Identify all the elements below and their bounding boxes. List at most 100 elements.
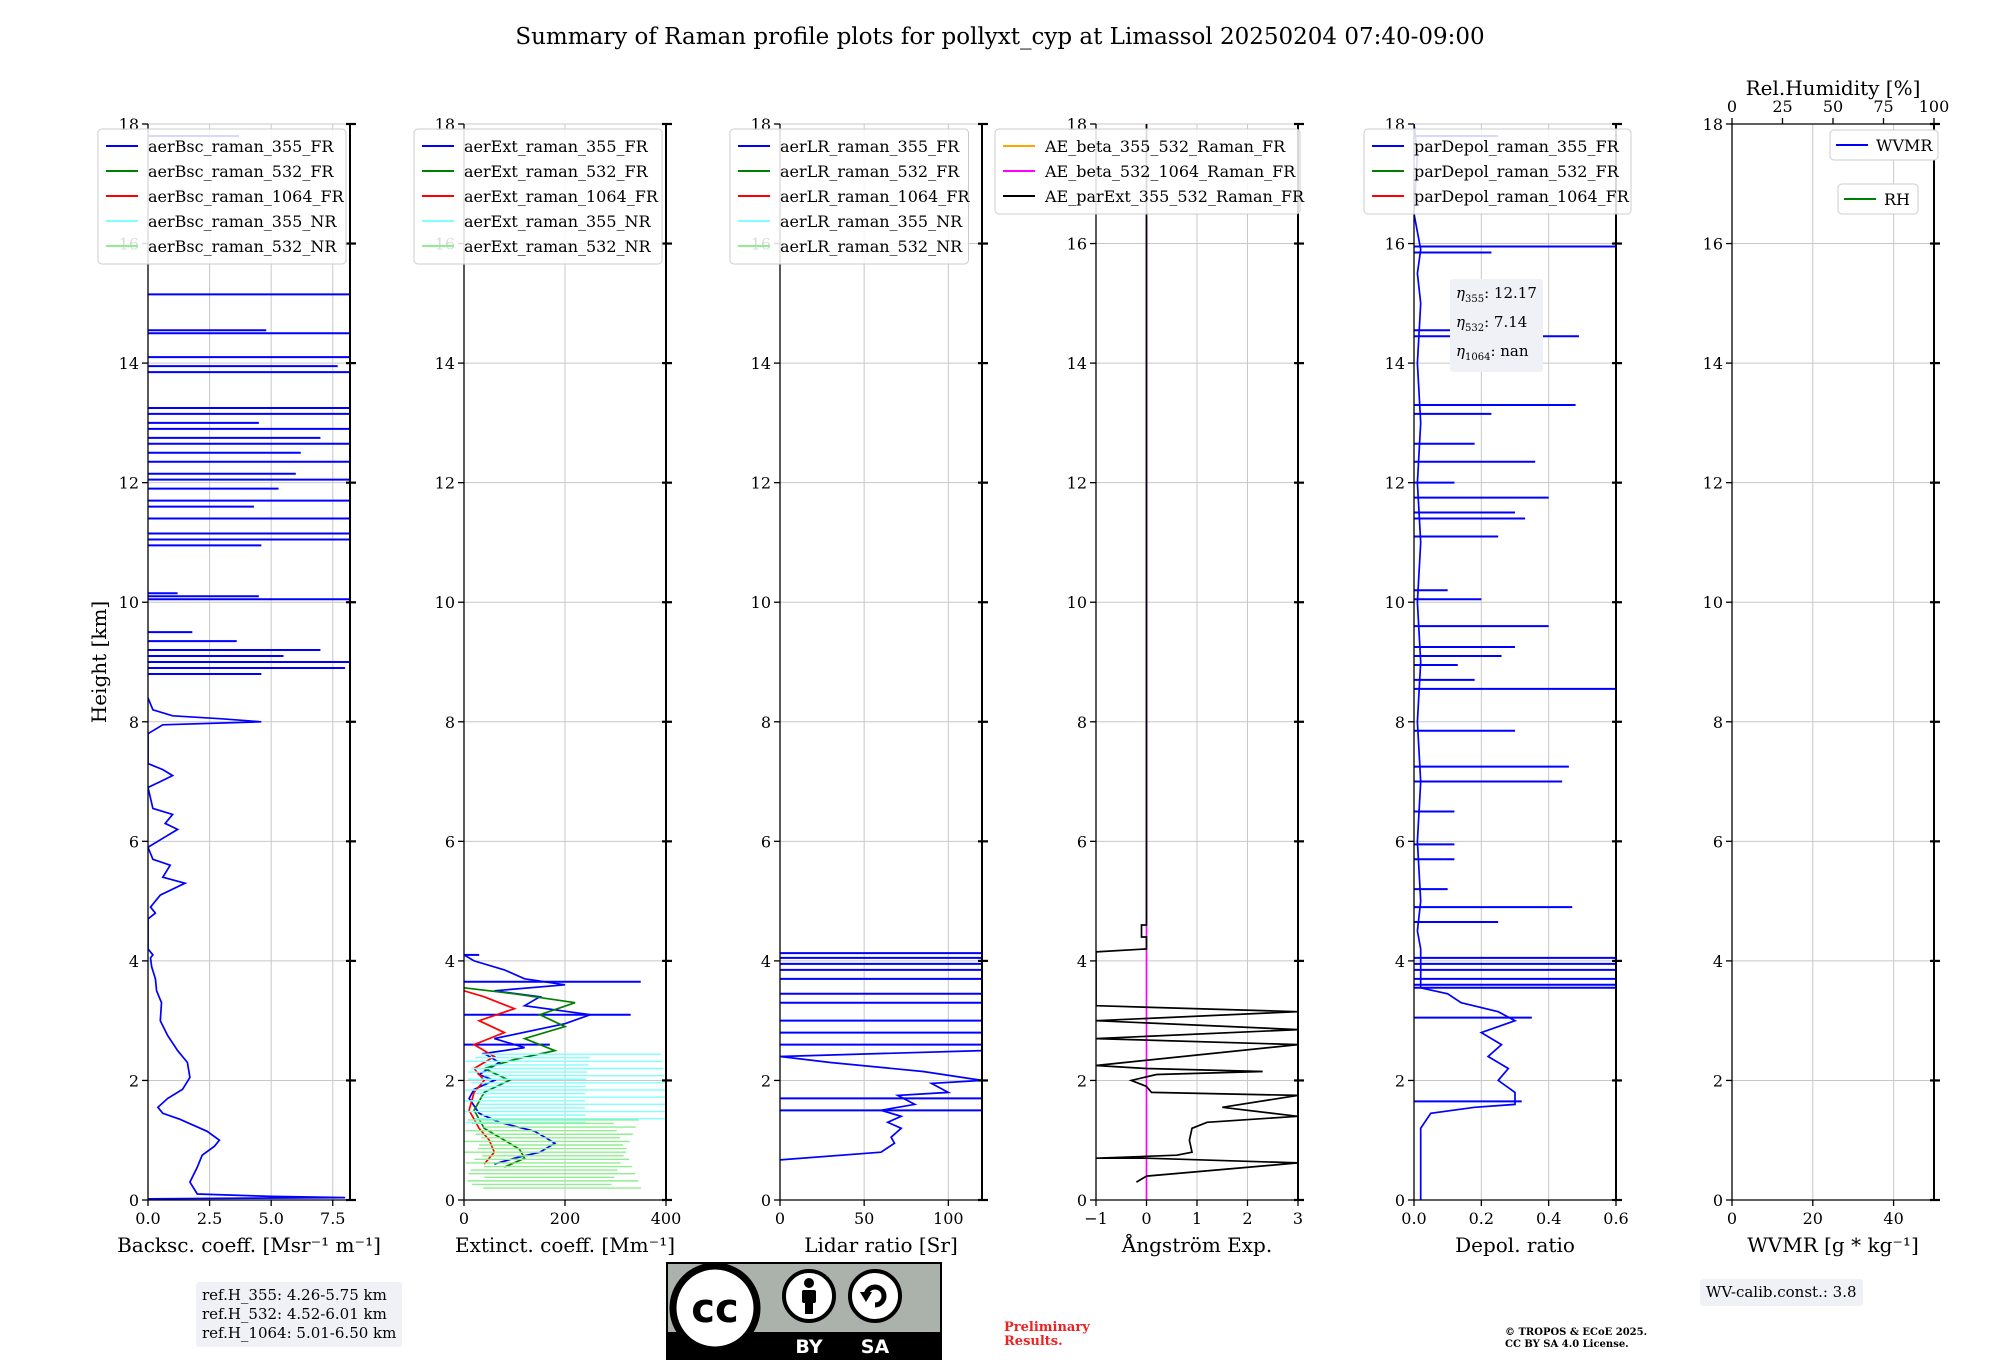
x-tick-label: 0: [775, 1209, 785, 1228]
x-tick-label: 100: [933, 1209, 964, 1228]
y-tick-label: 4: [445, 952, 455, 971]
legend-label: aerExt_raman_355_NR: [464, 212, 652, 231]
legend-label: aerBsc_raman_355_NR: [148, 212, 337, 231]
eta-line-1064: η1064: nan: [1456, 342, 1529, 363]
top-tick-label: 75: [1873, 97, 1893, 116]
x-tick-label: 1: [1192, 1209, 1202, 1228]
y-tick-label: 14: [751, 354, 771, 373]
y-tick-label: 8: [1395, 713, 1405, 732]
y-tick-label: 14: [1703, 354, 1723, 373]
x-tick-label: 0.4: [1536, 1209, 1561, 1228]
y-tick-label: 0: [129, 1191, 139, 1210]
y-tick-label: 0: [761, 1191, 771, 1210]
y-tick-label: 8: [1077, 713, 1087, 732]
y-tick-label: 14: [435, 354, 455, 373]
cc-sa-label: SA: [861, 1336, 890, 1358]
y-tick-label: 0: [445, 1191, 455, 1210]
y-tick-label: 16: [1703, 235, 1723, 254]
x-tick-label: −1: [1084, 1209, 1108, 1228]
series-line: [148, 697, 346, 1200]
y-tick-label: 2: [129, 1071, 139, 1090]
y-tick-label: 8: [445, 713, 455, 732]
y-tick-label: 12: [119, 474, 139, 493]
y-tick-label: 12: [435, 474, 455, 493]
legend-rh: RH: [1837, 183, 1919, 215]
x-tick-label: 2: [1242, 1209, 1252, 1228]
y-tick-label: 8: [1713, 713, 1723, 732]
x-axis-label: WVMR [g * kg⁻¹]: [1747, 1233, 1919, 1257]
y-tick-label: 6: [445, 832, 455, 851]
x-axis-label: Extinct. coeff. [Mm⁻¹]: [455, 1233, 675, 1257]
copyright-line-2: CC BY SA 4.0 License.: [1505, 1339, 1629, 1350]
share-alike-icon: [848, 1269, 902, 1323]
cc-icon: [669, 1262, 761, 1354]
legend-label: aerLR_raman_355_FR: [780, 137, 960, 156]
y-tick-label: 14: [1385, 354, 1405, 373]
y-tick-label: 4: [761, 952, 771, 971]
y-tick-label: 8: [761, 713, 771, 732]
legend-label: aerExt_raman_1064_FR: [464, 187, 659, 206]
y-tick-label: 10: [751, 593, 771, 612]
y-axis-label: Height [km]: [87, 601, 111, 723]
legend-label: aerBsc_raman_1064_FR: [148, 187, 345, 206]
top-tick-label: 0: [1727, 97, 1737, 116]
legend-box: [994, 128, 1301, 215]
x-tick-label: 3: [1293, 1209, 1303, 1228]
panel-lr: 024681012141618050100Lidar ratio [Sr]aer…: [729, 115, 988, 1257]
legend: AE_beta_355_532_Raman_FR AE_beta_532_1064…: [994, 128, 1305, 215]
legend-label: aerLR_raman_355_NR: [780, 212, 963, 231]
legend-label: aerBsc_raman_532_NR: [148, 237, 337, 256]
y-tick-label: 18: [1703, 115, 1723, 134]
y-tick-label: 6: [1395, 832, 1405, 851]
legend-label: aerExt_raman_355_FR: [464, 137, 649, 156]
y-tick-label: 10: [1385, 593, 1405, 612]
legend-label: aerLR_raman_1064_FR: [780, 187, 970, 206]
top-tick-label: 100: [1919, 97, 1950, 116]
y-tick-label: 12: [1703, 474, 1723, 493]
wv-calibration-box: WV-calib.const.: 3.8: [1700, 1279, 1863, 1306]
y-tick-label: 14: [1067, 354, 1087, 373]
data-layer: [780, 952, 982, 1161]
y-tick-label: 0: [1077, 1191, 1087, 1210]
panel-ext: 0246810121416180200400Extinct. coeff. [M…: [413, 115, 681, 1257]
y-tick-label: 10: [1067, 593, 1087, 612]
x-tick-label: 40: [1883, 1209, 1903, 1228]
legend-wvmr: WVMR: [1829, 129, 1939, 161]
legend-box: [1363, 128, 1632, 215]
x-axis-label: Lidar ratio [Sr]: [804, 1233, 958, 1257]
figure-title: Summary of Raman profile plots for polly…: [515, 24, 1484, 50]
y-tick-label: 12: [1385, 474, 1405, 493]
legend-box: [729, 128, 969, 265]
ref-height-355: ref.H_355: 4.26-5.75 km: [202, 1286, 387, 1304]
reference-height-box: ref.H_355: 4.26-5.75 km ref.H_532: 4.52-…: [196, 1282, 403, 1347]
x-tick-label: 20: [1803, 1209, 1823, 1228]
x-axis-label: Backsc. coeff. [Msr⁻¹ m⁻¹]: [117, 1233, 381, 1257]
y-tick-label: 6: [1077, 832, 1087, 851]
series-line: [1096, 124, 1298, 1183]
legend-label: parDepol_raman_1064_FR: [1414, 187, 1630, 206]
legend-box: [1837, 183, 1919, 215]
y-tick-label: 10: [119, 593, 139, 612]
eta-line-532: η532: 7.14: [1456, 313, 1528, 334]
y-tick-label: 0: [1713, 1191, 1723, 1210]
y-tick-label: 2: [1395, 1071, 1405, 1090]
legend-label: parDepol_raman_532_FR: [1414, 162, 1620, 181]
legend-box: [97, 128, 347, 265]
x-tick-label: 0: [459, 1209, 469, 1228]
legend-label: WVMR: [1876, 136, 1933, 155]
ref-height-532: ref.H_532: 4.52-6.01 km: [202, 1305, 387, 1323]
x-tick-label: 200: [550, 1209, 581, 1228]
copyright-note: © TROPOS & ECoE 2025. CC BY SA 4.0 Licen…: [1505, 1327, 1647, 1351]
y-tick-label: 8: [129, 713, 139, 732]
y-tick-label: 4: [1077, 952, 1087, 971]
legend-label: aerLR_raman_532_NR: [780, 237, 963, 256]
legend: aerLR_raman_355_FR aerLR_raman_532_FR aerL…: [729, 128, 970, 265]
series-line: [1414, 124, 1518, 1200]
x-tick-label: 0.0: [135, 1209, 160, 1228]
y-tick-label: 10: [1703, 593, 1723, 612]
legend-box: [413, 128, 663, 265]
wv-calibration-text: WV-calib.const.: 3.8: [1706, 1283, 1857, 1301]
